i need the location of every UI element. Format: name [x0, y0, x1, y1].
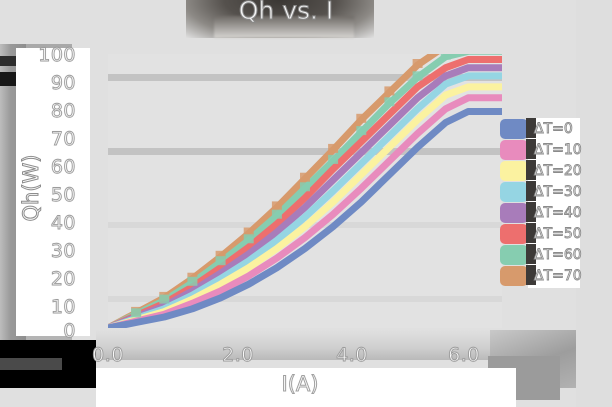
series-marker: [356, 113, 367, 123]
series-curves: [108, 54, 502, 328]
y-tick-60: 60: [50, 156, 76, 179]
legend-swatch-icon: [500, 244, 528, 265]
series-marker: [243, 234, 254, 244]
y-axis-label: Qh(W): [19, 154, 44, 222]
background-artifact-bottom-right: [490, 330, 576, 388]
x-axis-label: I(A): [281, 372, 319, 397]
legend-swatch-icon: [500, 160, 528, 181]
series-marker: [271, 209, 282, 219]
legend-item[interactable]: ΔT=20: [500, 160, 582, 181]
plot-area: [108, 54, 502, 328]
y-tick-100: 100: [38, 44, 76, 67]
legend-item-label: ΔT=50: [534, 225, 583, 242]
background-artifact-bottom-left-gray: [0, 358, 62, 370]
series-marker: [243, 227, 254, 237]
legend-item[interactable]: ΔT=0: [500, 118, 578, 139]
legend-item-label: ΔT=40: [534, 204, 583, 221]
legend-item[interactable]: ΔT=60: [500, 244, 582, 265]
legend-swatch-shadow: [526, 118, 536, 138]
legend-swatch-shadow: [526, 265, 536, 285]
series-marker: [300, 182, 310, 192]
series-marker: [215, 256, 226, 266]
series-marker: [328, 143, 339, 153]
series-marker: [356, 126, 367, 136]
legend-swatch-icon: [500, 223, 528, 244]
x-tick-4: 4.0: [336, 344, 368, 367]
legend-swatch-icon: [500, 181, 528, 202]
legend-swatch-icon: [500, 265, 528, 286]
legend-item-label: ΔT=70: [534, 267, 583, 284]
legend-swatch-icon: [500, 118, 528, 139]
legend-item[interactable]: ΔT=10: [500, 139, 582, 160]
legend: ΔT=0 ΔT=10 ΔT=20 ΔT=30 ΔT=40 ΔT=50 ΔT=60 ΔT=70: [500, 118, 582, 288]
legend-item-label: ΔT=10: [534, 141, 583, 158]
series-marker: [412, 71, 423, 81]
gridline-10: [108, 296, 502, 302]
x-tick-2: 2.0: [222, 344, 254, 367]
legend-swatch-shadow: [526, 202, 536, 222]
legend-item[interactable]: ΔT=30: [500, 181, 582, 202]
legend-plate: [528, 118, 580, 288]
legend-item-label: ΔT=20: [534, 162, 583, 179]
series-marker: [215, 250, 226, 260]
y-tick-30: 30: [50, 240, 76, 263]
x-tick-6: 6.0: [448, 344, 480, 367]
y-tick-10: 10: [50, 296, 76, 319]
series-marker: [440, 54, 451, 60]
series-marker: [187, 276, 198, 286]
legend-item[interactable]: ΔT=70: [500, 265, 582, 286]
series-marker: [328, 154, 339, 164]
legend-item-label: ΔT=30: [534, 183, 583, 200]
legend-swatch-shadow: [526, 139, 536, 159]
series-marker: [271, 201, 282, 211]
y-tick-20: 20: [50, 268, 76, 291]
legend-item[interactable]: ΔT=40: [500, 202, 582, 223]
background-artifact-right-edge: [576, 0, 612, 407]
y-tick-80: 80: [50, 100, 76, 123]
series-marker: [412, 59, 423, 68]
x-tick-0: 0.0: [92, 344, 124, 367]
series-marker: [159, 294, 170, 304]
legend-swatch-shadow: [526, 181, 536, 201]
legend-swatch-shadow: [526, 244, 536, 264]
background-artifact-left-block-2: [0, 72, 22, 86]
legend-swatch-shadow: [526, 223, 536, 243]
series-marker: [384, 86, 395, 96]
y-tick-0: 0: [63, 320, 76, 343]
series-line: [108, 108, 502, 328]
y-tick-40: 40: [50, 212, 76, 235]
series-marker: [300, 172, 310, 182]
legend-swatch-icon: [500, 202, 528, 223]
background-artifact-left-block-1: [0, 56, 18, 66]
legend-swatch-icon: [500, 139, 528, 160]
series-marker: [131, 308, 142, 318]
legend-item-label: ΔT=60: [534, 246, 583, 263]
series-marker: [384, 97, 395, 107]
y-tick-50: 50: [50, 184, 76, 207]
legend-item-label: ΔT=0: [534, 120, 574, 137]
y-tick-90: 90: [50, 72, 76, 95]
chart-title: Qh vs. I: [238, 0, 334, 26]
legend-item[interactable]: ΔT=50: [500, 223, 582, 244]
gridline-70: [108, 148, 502, 155]
y-tick-70: 70: [50, 128, 76, 151]
legend-swatch-shadow: [526, 160, 536, 180]
gridline-90: [108, 74, 502, 81]
background-artifact-bottom-right-2: [488, 356, 560, 400]
